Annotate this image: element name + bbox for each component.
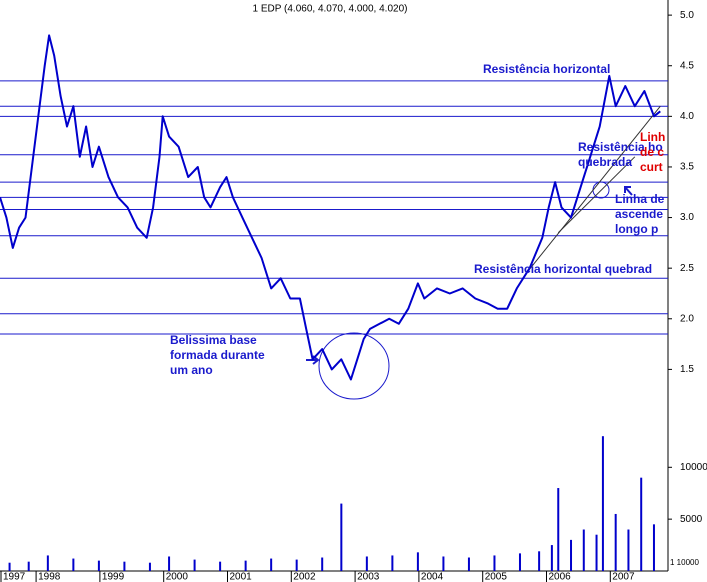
chart-title: 1 EDP (4.060, 4.070, 4.000, 4.020) bbox=[253, 4, 408, 15]
y2-tick-label: 10000 bbox=[680, 462, 707, 473]
volume-bar bbox=[467, 557, 470, 571]
volume-bar bbox=[340, 503, 343, 571]
arrow bbox=[624, 186, 633, 196]
volume-bar bbox=[219, 561, 222, 571]
volume-bar bbox=[627, 529, 630, 571]
volume-bar bbox=[595, 534, 598, 571]
volume-bar bbox=[493, 555, 496, 571]
volume-bar bbox=[295, 559, 298, 571]
y-tick-label: 4.0 bbox=[680, 111, 694, 122]
y-tick-label: 1.5 bbox=[680, 364, 694, 375]
volume-scale-label: 1 10000 bbox=[670, 558, 699, 567]
annotation: de c bbox=[640, 145, 664, 159]
annotation: formada durante bbox=[170, 348, 265, 362]
volume-bar bbox=[193, 559, 196, 571]
volume-bar bbox=[72, 558, 75, 571]
x-tick-label: 1997 bbox=[3, 572, 26, 582]
y-tick-label: 2.0 bbox=[680, 313, 694, 324]
volume-bar bbox=[614, 513, 617, 571]
y-tick-label: 3.0 bbox=[680, 212, 694, 223]
x-tick-label: 2000 bbox=[166, 572, 189, 582]
x-tick-label: 2003 bbox=[357, 572, 380, 582]
annotation: quebrada bbox=[578, 155, 632, 169]
volume-bar bbox=[570, 539, 573, 571]
annotation: Belissima base bbox=[170, 333, 257, 347]
annotation: Linh bbox=[640, 130, 665, 144]
volume-bar bbox=[538, 551, 541, 571]
volume-bar bbox=[550, 545, 553, 571]
y-tick-label: 4.5 bbox=[680, 60, 694, 71]
x-tick-label: 2005 bbox=[485, 572, 508, 582]
volume-bar bbox=[97, 560, 100, 571]
volume-bar bbox=[8, 562, 11, 571]
annotation: ascende bbox=[615, 207, 663, 221]
y2-tick-label: 5000 bbox=[680, 514, 703, 525]
volume-bar bbox=[168, 556, 171, 571]
volume-bar bbox=[123, 561, 126, 571]
annotation: Resistência ho bbox=[578, 140, 663, 154]
annotation: Linha de bbox=[615, 192, 665, 206]
annotation: curt bbox=[640, 160, 663, 174]
volume-bar bbox=[321, 557, 324, 571]
x-tick-label: 2001 bbox=[229, 572, 252, 582]
y-tick-label: 3.5 bbox=[680, 162, 694, 173]
volume-bar bbox=[582, 529, 585, 571]
base-circle bbox=[318, 332, 390, 400]
volume-bar bbox=[365, 556, 368, 571]
volume-bar bbox=[27, 561, 30, 571]
volume-bar bbox=[601, 436, 604, 571]
volume-bar bbox=[46, 555, 49, 571]
volume-bar bbox=[391, 555, 394, 571]
volume-bar bbox=[416, 552, 419, 571]
trend-line bbox=[525, 105, 661, 274]
x-tick-label: 2006 bbox=[549, 572, 572, 582]
volume-bar bbox=[270, 558, 273, 571]
x-tick-label: 2002 bbox=[293, 572, 316, 582]
volume-bar bbox=[518, 553, 521, 571]
annotation: Resistência horizontal bbox=[483, 62, 610, 76]
x-tick-label: 2007 bbox=[612, 572, 635, 582]
y-tick-label: 2.5 bbox=[680, 263, 694, 274]
trend-line bbox=[557, 156, 636, 234]
volume-bar bbox=[652, 524, 655, 571]
y-tick-label: 5.0 bbox=[680, 10, 694, 21]
volume-bar bbox=[640, 477, 643, 571]
annotation: um ano bbox=[170, 363, 213, 377]
x-tick-label: 1999 bbox=[102, 572, 125, 582]
volume-bar bbox=[148, 562, 151, 571]
volume-bar bbox=[442, 556, 445, 571]
annotation: Resistência horizontal quebrad bbox=[474, 262, 652, 276]
annotation: longo p bbox=[615, 222, 658, 236]
price-line bbox=[0, 34, 661, 381]
x-tick-label: 2004 bbox=[421, 572, 444, 582]
volume-bar bbox=[244, 560, 247, 571]
x-tick-label: 1998 bbox=[38, 572, 61, 582]
volume-bar bbox=[557, 488, 560, 571]
